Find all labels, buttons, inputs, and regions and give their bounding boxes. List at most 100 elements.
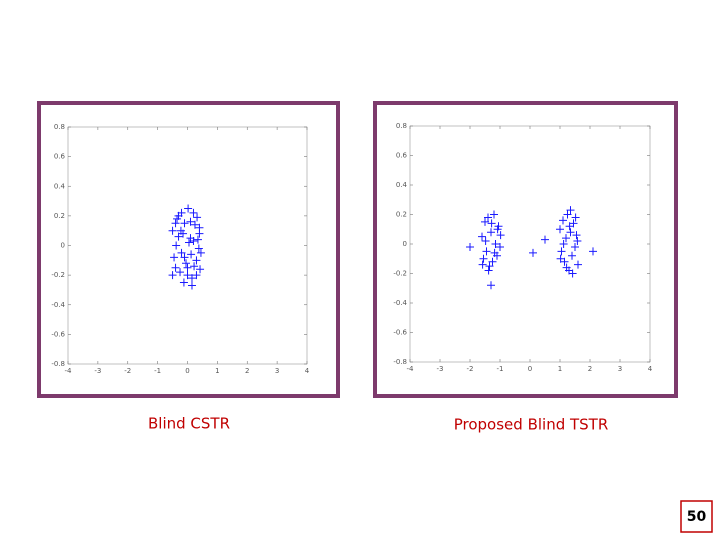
- point: [562, 263, 571, 272]
- point: [176, 226, 185, 235]
- x-tick-label: 3: [275, 367, 279, 375]
- point: [193, 213, 202, 222]
- x-tick-label: -4: [65, 367, 73, 375]
- y-tick-label: 0.4: [54, 182, 66, 190]
- point: [184, 238, 193, 247]
- point: [190, 262, 199, 271]
- x-tick-label: 4: [648, 365, 653, 373]
- point: [195, 229, 204, 238]
- y-tick-label: 0.2: [54, 212, 65, 220]
- point: [568, 251, 576, 260]
- y-tick-label: 0.4: [396, 181, 408, 189]
- point: [479, 254, 488, 263]
- point: [192, 271, 201, 280]
- point: [478, 232, 486, 241]
- y-tick-label: -0.8: [393, 358, 407, 366]
- point: [556, 225, 564, 234]
- y-tick-label: 0.2: [396, 211, 407, 219]
- point: [559, 240, 568, 248]
- point: [571, 242, 579, 251]
- x-tick-label: -1: [154, 367, 161, 375]
- point: [481, 237, 490, 246]
- x-tick-label: 0: [185, 367, 189, 375]
- point: [179, 278, 188, 287]
- point: [187, 250, 196, 259]
- point: [487, 228, 495, 237]
- point: [496, 231, 505, 240]
- point: [541, 235, 549, 244]
- y-tick-label: -0.6: [393, 329, 407, 337]
- point: [177, 208, 186, 217]
- x-tick-label: -3: [437, 365, 444, 373]
- x-tick-label: -4: [407, 365, 415, 373]
- point: [484, 266, 493, 275]
- point: [196, 248, 205, 257]
- point: [466, 242, 474, 251]
- point: [168, 271, 177, 280]
- point: [487, 219, 496, 228]
- point: [568, 269, 577, 278]
- point: [482, 247, 491, 256]
- caption: Proposed Blind TSTR: [454, 416, 609, 434]
- point: [478, 260, 487, 269]
- point: [572, 231, 581, 240]
- x-tick-label: 3: [618, 365, 622, 373]
- x-tick-label: 1: [558, 365, 562, 373]
- y-tick-label: 0.8: [396, 122, 407, 130]
- caption: Blind CSTR: [148, 415, 230, 433]
- point: [173, 214, 182, 223]
- y-tick-label: -0.6: [51, 330, 65, 338]
- point: [484, 213, 492, 222]
- x-tick-label: -2: [124, 367, 131, 375]
- point: [556, 254, 565, 263]
- y-tick-label: -0.8: [51, 360, 65, 368]
- point: [481, 217, 489, 226]
- point: [496, 242, 504, 251]
- point: [171, 263, 180, 272]
- x-tick-label: -1: [497, 365, 504, 373]
- y-tick-label: 0.8: [54, 123, 65, 131]
- point: [490, 248, 499, 257]
- point: [174, 232, 183, 241]
- frame: [37, 101, 340, 398]
- point: [573, 237, 582, 246]
- point: [180, 253, 189, 262]
- y-tick-label: -0.2: [51, 271, 65, 279]
- y-tick-label: -0.4: [51, 301, 65, 309]
- point: [171, 219, 180, 228]
- point: [168, 226, 177, 235]
- point: [180, 219, 189, 228]
- y-tick-label: -0.2: [393, 270, 407, 278]
- y-tick-label: 0: [61, 242, 65, 250]
- point: [487, 281, 495, 290]
- point: [172, 241, 181, 250]
- point: [488, 257, 497, 266]
- x-tick-label: 2: [245, 367, 249, 375]
- point: [574, 260, 582, 269]
- point: [186, 217, 195, 226]
- point: [559, 216, 567, 225]
- point: [170, 253, 179, 262]
- point: [490, 210, 498, 219]
- point: [192, 256, 201, 265]
- point: [187, 281, 196, 290]
- point: [193, 235, 202, 244]
- point: [183, 271, 192, 280]
- point: [177, 248, 186, 257]
- point: [589, 247, 597, 256]
- slide-number: 50: [687, 509, 707, 525]
- point: [563, 210, 572, 219]
- x-tick-label: 1: [215, 367, 219, 375]
- point: [187, 274, 196, 283]
- x-tick-label: 2: [588, 365, 592, 373]
- x-tick-label: 0: [528, 365, 532, 373]
- point: [566, 206, 575, 215]
- x-tick-label: -3: [94, 367, 101, 375]
- x-tick-label: -2: [467, 365, 474, 373]
- point: [189, 237, 198, 246]
- point: [529, 248, 537, 257]
- y-tick-label: -0.4: [393, 299, 407, 307]
- point: [565, 222, 574, 231]
- frame: [373, 101, 678, 398]
